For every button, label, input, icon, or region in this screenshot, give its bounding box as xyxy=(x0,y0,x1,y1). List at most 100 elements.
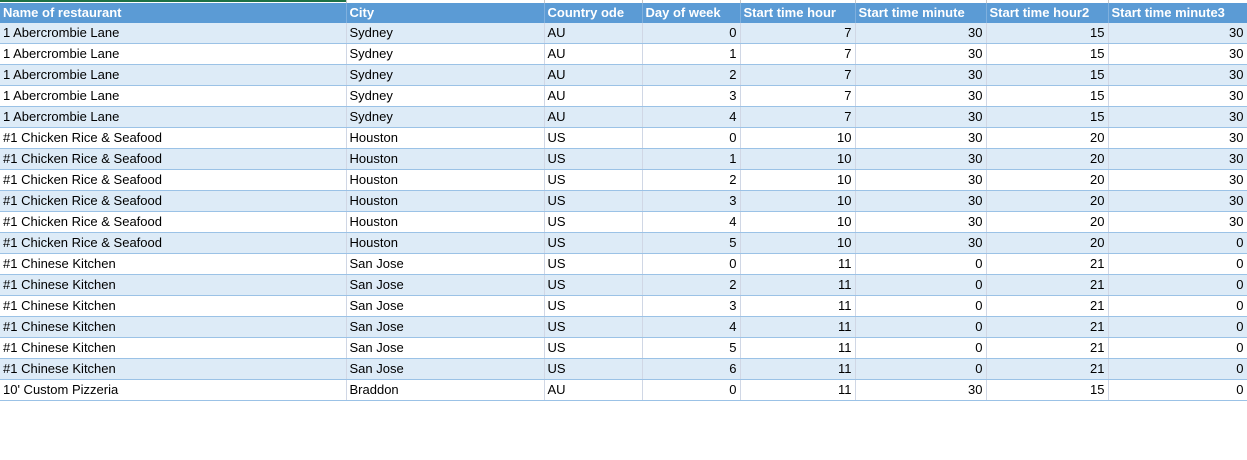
cell-start-time-minute[interactable]: 30 xyxy=(855,379,987,401)
cell-start-time-hour[interactable]: 11 xyxy=(740,295,856,317)
cell-restaurant-name[interactable]: #1 Chinese Kitchen xyxy=(0,274,347,296)
cell-day-of-week[interactable]: 4 xyxy=(642,106,741,128)
cell-start-time-minute3[interactable]: 0 xyxy=(1108,316,1247,338)
cell-start-time-hour[interactable]: 11 xyxy=(740,379,856,401)
cell-start-time-minute[interactable]: 0 xyxy=(855,274,987,296)
cell-start-time-hour2[interactable]: 15 xyxy=(986,379,1109,401)
header-city[interactable]: City xyxy=(346,3,545,23)
cell-country-code[interactable]: US xyxy=(544,253,643,275)
header-name-of-restaurant[interactable]: Name of restaurant xyxy=(0,3,347,23)
cell-country-code[interactable]: AU xyxy=(544,64,643,86)
cell-day-of-week[interactable]: 0 xyxy=(642,127,741,149)
header-start-time-hour[interactable]: Start time hour xyxy=(740,3,856,23)
cell-city[interactable]: Houston xyxy=(346,148,545,170)
cell-start-time-hour2[interactable]: 20 xyxy=(986,127,1109,149)
cell-restaurant-name[interactable]: 1 Abercrombie Lane xyxy=(0,43,347,65)
cell-city[interactable]: Houston xyxy=(346,211,545,233)
cell-restaurant-name[interactable]: 1 Abercrombie Lane xyxy=(0,64,347,86)
cell-day-of-week[interactable]: 4 xyxy=(642,211,741,233)
cell-city[interactable]: San Jose xyxy=(346,358,545,380)
cell-start-time-hour2[interactable]: 20 xyxy=(986,169,1109,191)
cell-restaurant-name[interactable]: #1 Chicken Rice & Seafood xyxy=(0,190,347,212)
cell-city[interactable]: Houston xyxy=(346,169,545,191)
cell-country-code[interactable]: US xyxy=(544,274,643,296)
cell-country-code[interactable]: AU xyxy=(544,43,643,65)
header-start-time-hour2[interactable]: Start time hour2 xyxy=(986,3,1109,23)
cell-day-of-week[interactable]: 2 xyxy=(642,274,741,296)
cell-start-time-minute[interactable]: 0 xyxy=(855,295,987,317)
cell-start-time-minute[interactable]: 30 xyxy=(855,190,987,212)
cell-country-code[interactable]: AU xyxy=(544,85,643,107)
cell-city[interactable]: Braddon xyxy=(346,379,545,401)
cell-start-time-hour2[interactable]: 15 xyxy=(986,43,1109,65)
cell-start-time-minute[interactable]: 30 xyxy=(855,85,987,107)
cell-start-time-hour[interactable]: 7 xyxy=(740,23,856,44)
cell-start-time-hour2[interactable]: 21 xyxy=(986,316,1109,338)
cell-day-of-week[interactable]: 0 xyxy=(642,379,741,401)
cell-start-time-minute[interactable]: 30 xyxy=(855,232,987,254)
header-country-code[interactable]: Country ode xyxy=(544,3,643,23)
cell-start-time-hour2[interactable]: 15 xyxy=(986,23,1109,44)
cell-start-time-hour[interactable]: 10 xyxy=(740,127,856,149)
cell-start-time-minute3[interactable]: 0 xyxy=(1108,253,1247,275)
cell-city[interactable]: San Jose xyxy=(346,274,545,296)
cell-start-time-hour2[interactable]: 21 xyxy=(986,358,1109,380)
cell-start-time-hour[interactable]: 10 xyxy=(740,148,856,170)
cell-day-of-week[interactable]: 0 xyxy=(642,253,741,275)
cell-restaurant-name[interactable]: #1 Chicken Rice & Seafood xyxy=(0,169,347,191)
cell-country-code[interactable]: US xyxy=(544,127,643,149)
cell-city[interactable]: San Jose xyxy=(346,295,545,317)
header-start-time-minute3[interactable]: Start time minute3 xyxy=(1108,3,1247,23)
cell-start-time-minute[interactable]: 30 xyxy=(855,23,987,44)
cell-start-time-minute[interactable]: 30 xyxy=(855,148,987,170)
cell-start-time-minute3[interactable]: 30 xyxy=(1108,85,1247,107)
cell-start-time-hour2[interactable]: 21 xyxy=(986,295,1109,317)
cell-start-time-minute3[interactable]: 30 xyxy=(1108,211,1247,233)
cell-start-time-minute[interactable]: 0 xyxy=(855,337,987,359)
cell-country-code[interactable]: AU xyxy=(544,106,643,128)
cell-city[interactable]: San Jose xyxy=(346,316,545,338)
cell-city[interactable]: Sydney xyxy=(346,43,545,65)
cell-country-code[interactable]: AU xyxy=(544,23,643,44)
cell-restaurant-name[interactable]: 1 Abercrombie Lane xyxy=(0,85,347,107)
cell-start-time-hour2[interactable]: 20 xyxy=(986,211,1109,233)
cell-restaurant-name[interactable]: #1 Chinese Kitchen xyxy=(0,253,347,275)
cell-day-of-week[interactable]: 1 xyxy=(642,148,741,170)
cell-day-of-week[interactable]: 4 xyxy=(642,316,741,338)
cell-start-time-minute[interactable]: 30 xyxy=(855,64,987,86)
cell-restaurant-name[interactable]: #1 Chinese Kitchen xyxy=(0,358,347,380)
cell-start-time-minute[interactable]: 0 xyxy=(855,253,987,275)
cell-city[interactable]: San Jose xyxy=(346,337,545,359)
cell-start-time-hour[interactable]: 10 xyxy=(740,211,856,233)
cell-restaurant-name[interactable]: #1 Chicken Rice & Seafood xyxy=(0,232,347,254)
cell-day-of-week[interactable]: 5 xyxy=(642,232,741,254)
cell-restaurant-name[interactable]: #1 Chicken Rice & Seafood xyxy=(0,211,347,233)
cell-start-time-minute3[interactable]: 30 xyxy=(1108,127,1247,149)
cell-start-time-minute3[interactable]: 0 xyxy=(1108,379,1247,401)
cell-restaurant-name[interactable]: #1 Chinese Kitchen xyxy=(0,295,347,317)
cell-start-time-hour2[interactable]: 15 xyxy=(986,85,1109,107)
cell-start-time-hour[interactable]: 11 xyxy=(740,337,856,359)
cell-start-time-minute[interactable]: 30 xyxy=(855,169,987,191)
cell-start-time-minute3[interactable]: 30 xyxy=(1108,64,1247,86)
cell-city[interactable]: Houston xyxy=(346,190,545,212)
cell-start-time-minute3[interactable]: 0 xyxy=(1108,295,1247,317)
cell-country-code[interactable]: US xyxy=(544,337,643,359)
cell-start-time-minute[interactable]: 30 xyxy=(855,211,987,233)
cell-city[interactable]: San Jose xyxy=(346,253,545,275)
cell-city[interactable]: Sydney xyxy=(346,23,545,44)
cell-city[interactable]: Sydney xyxy=(346,106,545,128)
cell-day-of-week[interactable]: 2 xyxy=(642,169,741,191)
cell-start-time-minute3[interactable]: 0 xyxy=(1108,274,1247,296)
cell-country-code[interactable]: US xyxy=(544,295,643,317)
cell-start-time-hour[interactable]: 10 xyxy=(740,169,856,191)
cell-start-time-minute3[interactable]: 30 xyxy=(1108,190,1247,212)
cell-restaurant-name[interactable]: 10' Custom Pizzeria xyxy=(0,379,347,401)
cell-start-time-hour2[interactable]: 20 xyxy=(986,148,1109,170)
header-day-of-week[interactable]: Day of week xyxy=(642,3,741,23)
cell-country-code[interactable]: US xyxy=(544,316,643,338)
cell-start-time-hour[interactable]: 7 xyxy=(740,106,856,128)
cell-start-time-minute[interactable]: 30 xyxy=(855,127,987,149)
cell-start-time-minute3[interactable]: 30 xyxy=(1108,169,1247,191)
cell-day-of-week[interactable]: 3 xyxy=(642,295,741,317)
